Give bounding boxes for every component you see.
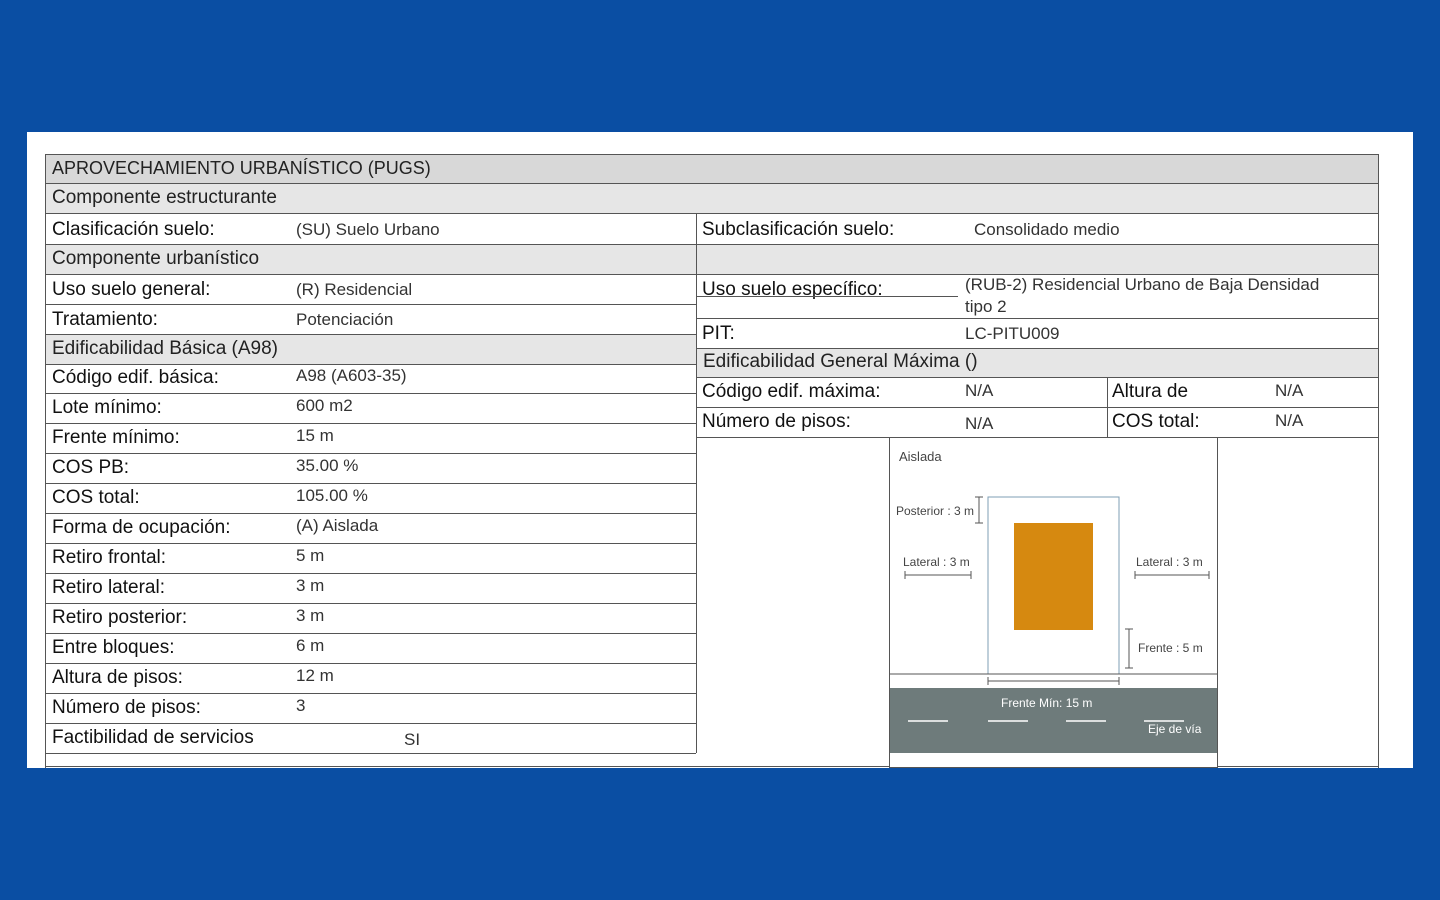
basica-row-label: Factibilidad de servicios [52,727,254,748]
basica-row: COS PB: 35.00 % [46,454,696,484]
pisos-maxima-value: N/A [965,414,994,433]
uso-general-label: Uso suelo general: [52,279,211,300]
basica-row: Entre bloques: 6 m [46,634,696,664]
bottom-line [46,766,1378,767]
clasificacion-value: (SU) Suelo Urbano [296,220,440,239]
cos-maxima-value: N/A [1275,411,1304,430]
row-tratamiento: Tratamiento: Potenciación [46,305,696,335]
diagram-posterior: Posterior : 3 m [896,504,975,518]
basica-row-label: Altura de pisos: [52,667,183,688]
tratamiento-value: Potenciación [296,310,394,329]
row-codigo-maxima: Código edif. máxima: N/A Altura de N/A [696,378,1378,408]
diagram-eje: Eje de vía [1148,722,1202,736]
table-header: APROVECHAMIENTO URBANÍSTICO (PUGS) [45,154,1379,184]
altura-maxima-value: N/A [1275,381,1304,400]
section-basica-label: Edificabilidad Básica (A98) [52,338,279,359]
basica-row-value: 5 m [296,546,325,565]
uso-especifico-value-line1: (RUB-2) Residencial Urbano de Baja Densi… [965,275,1320,294]
basica-row-label: Lote mínimo: [52,397,162,418]
basica-row-value: 600 m2 [296,396,353,415]
codigo-maxima-value: N/A [965,381,994,400]
diagram-title: Aislada [899,449,942,464]
table-frame: APROVECHAMIENTO URBANÍSTICO (PUGS) Compo… [45,154,1379,768]
section-maxima: Edificabilidad General Máxima () [696,348,1379,378]
uso-especifico-underline [696,296,958,297]
header-title: APROVECHAMIENTO URBANÍSTICO (PUGS) [52,158,431,178]
basica-row-label: COS PB: [52,457,130,478]
basica-row-label: Retiro posterior: [52,607,188,628]
setback-diagram: Aislada [889,437,1218,768]
basica-row-value: 35.00 % [296,456,359,475]
row-clasificacion: Clasificación suelo: (SU) Suelo Urbano S… [46,214,1378,245]
diagram-graphics [890,496,1217,753]
basica-row: Retiro posterior: 3 m [46,604,696,634]
basica-row: Factibilidad de servicios SI [46,724,696,754]
uso-especifico-label: Uso suelo específico: [702,279,883,300]
basica-row-value: 12 m [296,666,334,685]
section-urbanistico: Componente urbanístico [45,244,1379,275]
uso-especifico-value-line2: tipo 2 [965,297,1007,316]
basica-row-value: 3 [296,696,306,715]
section-estructurante-label: Componente estructurante [52,187,277,208]
clasificacion-label: Clasificación suelo: [52,219,215,240]
basica-row: Frente mínimo: 15 m [46,424,696,454]
basica-row-value: 6 m [296,636,325,655]
basica-row-label: Retiro lateral: [52,577,165,598]
diagram-lateral-right: Lateral : 3 m [1136,555,1203,569]
divider-maxima-mid [1107,378,1108,438]
basica-row: Retiro frontal: 5 m [46,544,696,574]
codigo-maxima-label: Código edif. máxima: [702,381,881,402]
basica-row-value: 3 m [296,606,325,625]
basica-row-label: Forma de ocupación: [52,517,231,538]
basica-row: COS total: 105.00 % [46,484,696,514]
document-sheet: APROVECHAMIENTO URBANÍSTICO (PUGS) Compo… [27,132,1413,768]
diagram-frente-min: Frente Mín: 15 m [1001,696,1093,710]
tratamiento-label: Tratamiento: [52,309,158,330]
section-maxima-label: Edificabilidad General Máxima () [703,351,978,372]
basica-row-value: 15 m [296,426,334,445]
row-uso-especifico: Uso suelo específico: (RUB-2) Residencia… [696,275,1378,319]
pit-value: LC-PITU009 [965,324,1060,343]
pisos-maxima-label: Número de pisos: [702,411,851,432]
subclasificacion-label: Subclasificación suelo: [702,219,895,240]
row-pisos-maxima: Número de pisos: N/A COS total: N/A [696,408,1378,438]
basica-row-label: Número de pisos: [52,697,201,718]
diagram-lateral-left: Lateral : 3 m [903,555,970,569]
basica-row-label: Entre bloques: [52,637,175,658]
basica-row-label: Código edif. básica: [52,367,219,388]
basica-row: Código edif. básica: A98 (A603-35) [46,364,696,394]
basica-row-label: Frente mínimo: [52,427,180,448]
row-uso-general: Uso suelo general: (R) Residencial [46,275,696,305]
divider-main [696,214,697,753]
basica-row-value: 105.00 % [296,486,368,505]
subclasificacion-value: Consolidado medio [974,220,1120,239]
basica-row: Lote mínimo: 600 m2 [46,394,696,424]
basica-row: Número de pisos: 3 [46,694,696,724]
basica-row-value: A98 (A603-35) [296,366,407,385]
pit-label: PIT: [702,323,735,344]
basica-row: Altura de pisos: 12 m [46,664,696,694]
building-footprint [1014,523,1093,630]
basica-row-label: COS total: [52,487,140,508]
row-pit: PIT: LC-PITU009 [696,319,1378,349]
basica-row-label: Retiro frontal: [52,547,167,568]
basica-row-value: SI [404,730,421,749]
basica-row-value: 3 m [296,576,325,595]
section-urbanistico-label: Componente urbanístico [52,248,260,269]
basica-row-value: (A) Aislada [296,516,379,535]
basica-row: Retiro lateral: 3 m [46,574,696,604]
diagram-frente: Frente : 5 m [1138,641,1203,655]
altura-maxima-label: Altura de [1112,381,1189,402]
cos-maxima-label: COS total: [1112,411,1200,432]
uso-general-value: (R) Residencial [296,280,413,299]
section-basica: Edificabilidad Básica (A98) [45,334,697,365]
basica-row: Forma de ocupación: (A) Aislada [46,514,696,544]
section-estructurante: Componente estructurante [45,183,1379,214]
